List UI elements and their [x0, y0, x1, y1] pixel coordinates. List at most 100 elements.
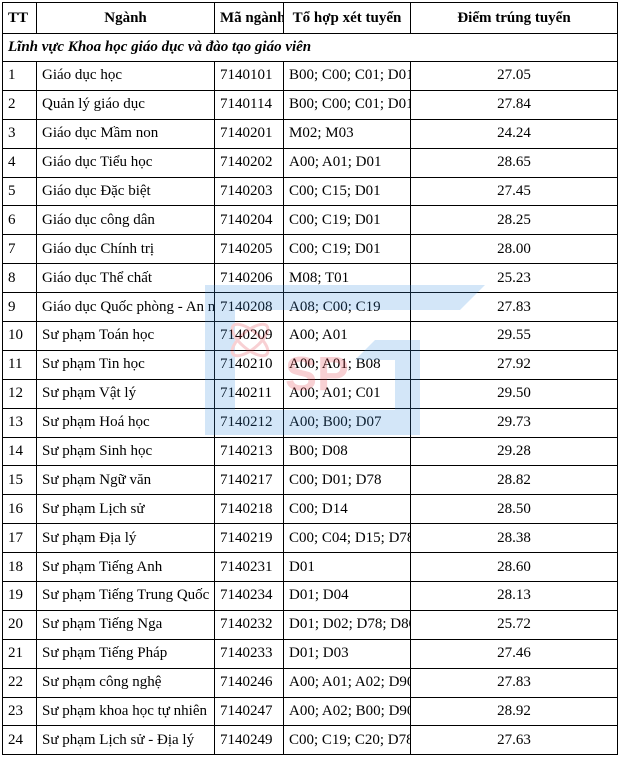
cell-combo: A00; A01; A02; D90 — [283, 667, 411, 698]
cell-major: Giáo dục Quốc phòng - An ninh — [36, 292, 215, 323]
cell-score: 28.00 — [410, 234, 618, 265]
table-row: 3 Giáo dục Mầm non 7140201 M02; M03 24.24 — [2, 118, 618, 149]
cell-score: 27.83 — [410, 292, 618, 323]
cell-score: 28.13 — [410, 581, 618, 611]
cell-combo: M08; T01 — [283, 263, 411, 294]
table-row: 20 Sư phạm Tiếng Nga 7140232 D01; D02; D78;… — [2, 609, 618, 640]
cell-major: Sư phạm Toán học — [36, 321, 215, 351]
cell-code: 7140212 — [214, 407, 284, 438]
cell-tt: 3 — [2, 118, 37, 149]
cell-major: Giáo dục Mầm non — [36, 118, 215, 149]
table-row: 13 Sư phạm Hoá học 7140212 A00; B00; D07 29.… — [2, 407, 618, 438]
cell-code: 7140231 — [214, 552, 284, 583]
cell-score: 29.50 — [410, 378, 618, 409]
cell-tt: 24 — [2, 725, 37, 756]
cell-tt: 14 — [2, 436, 37, 467]
cell-tt: 17 — [2, 523, 37, 554]
table-row: 5 Giáo dục Đặc biệt 7140203 C00; C15; D01 27… — [2, 176, 618, 207]
cell-code: 7140217 — [214, 465, 284, 496]
table-row: 23 Sư phạm khoa học tự nhiên 7140247 A00; A… — [2, 696, 618, 727]
cell-score: 27.92 — [410, 349, 618, 380]
cell-major: Giáo dục Thể chất — [36, 263, 215, 294]
cell-code: 7140210 — [214, 349, 284, 380]
cell-tt: 1 — [2, 61, 37, 91]
cell-major: Sư phạm Lịch sử - Địa lý — [36, 725, 215, 756]
cell-score: 29.73 — [410, 407, 618, 438]
cell-combo: M02; M03 — [283, 118, 411, 149]
cell-major: Sư phạm Tin học — [36, 349, 215, 380]
cell-major: Giáo dục công dân — [36, 205, 215, 236]
cell-combo: A00; A01; D01 — [283, 147, 411, 178]
cell-score: 28.38 — [410, 523, 618, 554]
cell-combo: A00; A01 — [283, 321, 411, 351]
cell-score: 27.83 — [410, 667, 618, 698]
header-combo: Tổ hợp xét tuyển — [283, 2, 411, 34]
cell-combo: C00; C15; D01 — [283, 176, 411, 207]
cell-combo: B00; C00; C01; D01 — [283, 61, 411, 91]
cell-code: 7140247 — [214, 696, 284, 727]
cell-combo: B00; C00; C01; D01 — [283, 89, 411, 120]
cell-code: 7140232 — [214, 609, 284, 640]
cell-combo: D01; D02; D78; D80 — [283, 609, 411, 640]
cell-tt: 22 — [2, 667, 37, 698]
cell-score: 27.84 — [410, 89, 618, 120]
cell-code: 7140208 — [214, 292, 284, 323]
cell-score: 27.63 — [410, 725, 618, 756]
cell-combo: C00; C19; C20; D78 — [283, 725, 411, 756]
table-row: 1 Giáo dục học 7140101 B00; C00; C01; D01 27… — [2, 61, 618, 91]
cell-score: 28.92 — [410, 696, 618, 727]
table-row: 21 Sư phạm Tiếng Pháp 7140233 D01; D03 27.46 — [2, 638, 618, 669]
cell-major: Sư phạm Tiếng Trung Quốc — [36, 581, 215, 611]
cell-code: 7140218 — [214, 494, 284, 525]
cell-code: 7140234 — [214, 581, 284, 611]
cell-major: Sư phạm Lịch sử — [36, 494, 215, 525]
cell-score: 28.82 — [410, 465, 618, 496]
cell-tt: 13 — [2, 407, 37, 438]
cell-code: 7140205 — [214, 234, 284, 265]
cell-tt: 16 — [2, 494, 37, 525]
cell-score: 27.45 — [410, 176, 618, 207]
cell-major: Sư phạm Tiếng Nga — [36, 609, 215, 640]
cell-code: 7140203 — [214, 176, 284, 207]
cell-combo: A08; C00; C19 — [283, 292, 411, 323]
table-row: 15 Sư phạm Ngữ văn 7140217 C00; D01; D78 28.… — [2, 465, 618, 496]
section-title: Lĩnh vực Khoa học giáo dục và đào tạo gi… — [2, 33, 618, 62]
cell-major: Sư phạm Ngữ văn — [36, 465, 215, 496]
cell-tt: 2 — [2, 89, 37, 120]
cell-major: Sư phạm Sinh học — [36, 436, 215, 467]
table-row: 4 Giáo dục Tiểu học 7140202 A00; A01; D01 28… — [2, 147, 618, 178]
cell-tt: 23 — [2, 696, 37, 727]
header-row: TT Ngành Mã ngành Tổ hợp xét tuyển Điểm … — [2, 2, 618, 34]
cell-score: 29.28 — [410, 436, 618, 467]
cell-tt: 15 — [2, 465, 37, 496]
cell-major: Giáo dục Đặc biệt — [36, 176, 215, 207]
section-row: Lĩnh vực Khoa học giáo dục và đào tạo gi… — [2, 33, 618, 62]
table-row: 18 Sư phạm Tiếng Anh 7140231 D01 28.60 — [2, 552, 618, 583]
cell-combo: D01; D04 — [283, 581, 411, 611]
cell-combo: D01 — [283, 552, 411, 583]
cell-score: 25.72 — [410, 609, 618, 640]
cell-tt: 20 — [2, 609, 37, 640]
cell-major: Sư phạm Hoá học — [36, 407, 215, 438]
cell-code: 7140209 — [214, 321, 284, 351]
cell-code: 7140211 — [214, 378, 284, 409]
cell-code: 7140246 — [214, 667, 284, 698]
cell-combo: A00; A01; C01 — [283, 378, 411, 409]
cell-code: 7140204 — [214, 205, 284, 236]
cell-combo: D01; D03 — [283, 638, 411, 669]
cell-combo: B00; D08 — [283, 436, 411, 467]
cell-tt: 4 — [2, 147, 37, 178]
header-score: Điểm trúng tuyển — [410, 2, 618, 34]
cell-major: Giáo dục học — [36, 61, 215, 91]
cell-tt: 18 — [2, 552, 37, 583]
cell-major: Sư phạm Tiếng Pháp — [36, 638, 215, 669]
table-row: 6 Giáo dục công dân 7140204 C00; C19; D01 28… — [2, 205, 618, 236]
cell-code: 7140206 — [214, 263, 284, 294]
table-row: 7 Giáo dục Chính trị 7140205 C00; C19; D01 2… — [2, 234, 618, 265]
table-row: 22 Sư phạm công nghệ 7140246 A00; A01; A02;… — [2, 667, 618, 698]
cell-major: Sư phạm công nghệ — [36, 667, 215, 698]
table-row: 11 Sư phạm Tin học 7140210 A00; A01; B08 27.… — [2, 349, 618, 380]
cell-combo: A00; A02; B00; D90 — [283, 696, 411, 727]
